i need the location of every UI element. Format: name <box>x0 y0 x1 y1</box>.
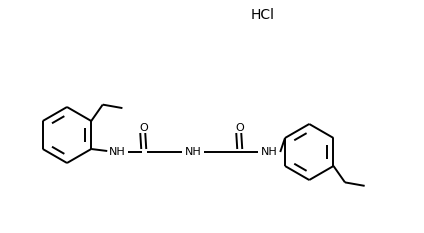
Text: NH: NH <box>109 147 126 157</box>
Text: NH: NH <box>261 147 278 157</box>
Text: HCl: HCl <box>251 8 275 22</box>
Text: NH: NH <box>185 147 202 157</box>
Text: O: O <box>140 123 149 133</box>
Text: O: O <box>236 123 245 133</box>
